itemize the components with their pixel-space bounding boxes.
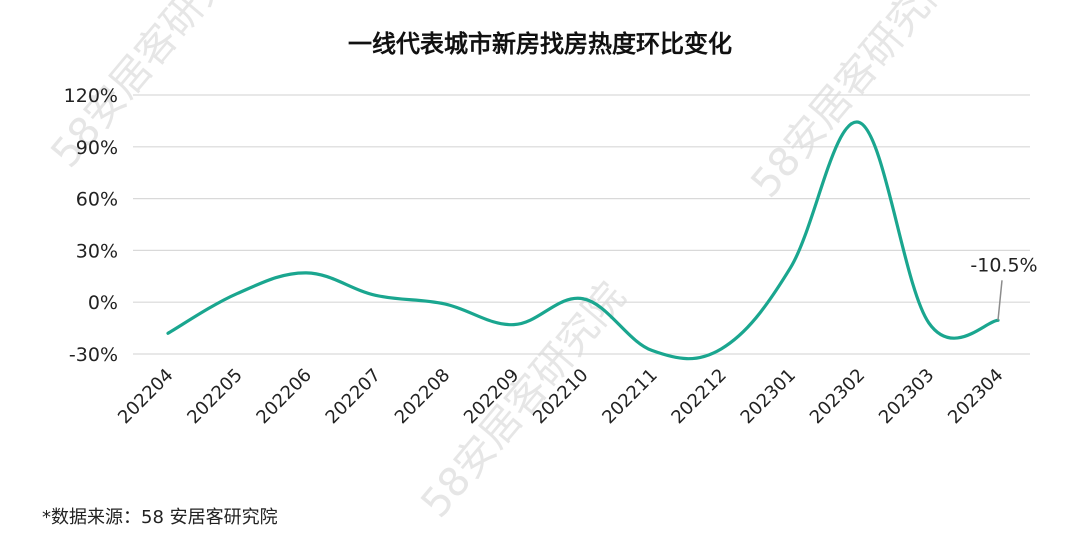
data-label-202304: -10.5% bbox=[970, 254, 1037, 276]
y-tick-label: 120% bbox=[64, 85, 118, 107]
y-tick-label: -30% bbox=[69, 344, 118, 366]
gridlines bbox=[133, 94, 1030, 355]
x-tick-label-202206: 202206 bbox=[252, 365, 315, 428]
watermark-layer: 58安居客研究院 58安居客研究院 58安居客研究院 bbox=[42, 0, 964, 526]
x-tick-label-202302: 202302 bbox=[806, 365, 869, 428]
y-tick-label: 90% bbox=[76, 137, 118, 159]
x-tick-label-202301: 202301 bbox=[737, 365, 800, 428]
x-tick-label-202304: 202304 bbox=[944, 365, 1007, 428]
y-tick-label: 60% bbox=[76, 189, 118, 211]
x-tick-label-202212: 202212 bbox=[667, 365, 730, 428]
x-tick-label-202303: 202303 bbox=[875, 365, 938, 428]
x-tick-label-202208: 202208 bbox=[391, 365, 454, 428]
chart-title: 一线代表城市新房找房热度环比变化 bbox=[348, 30, 732, 58]
annotation-leader-line bbox=[997, 280, 1003, 321]
y-axis-ticks: 120% 90% 60% 30% 0% -30% bbox=[64, 85, 118, 366]
watermark-3: 58安居客研究院 bbox=[742, 0, 964, 206]
x-tick-label-202204: 202204 bbox=[114, 365, 177, 428]
y-tick-label: 30% bbox=[76, 240, 118, 262]
watermark-2: 58安居客研究院 bbox=[412, 274, 634, 526]
source-note: *数据来源：58 安居客研究院 bbox=[42, 507, 278, 528]
x-tick-label-202205: 202205 bbox=[183, 365, 246, 428]
y-tick-label: 0% bbox=[88, 292, 118, 314]
series-line bbox=[166, 120, 1000, 361]
x-tick-label-202211: 202211 bbox=[598, 365, 661, 428]
x-tick-label-202207: 202207 bbox=[322, 365, 385, 428]
